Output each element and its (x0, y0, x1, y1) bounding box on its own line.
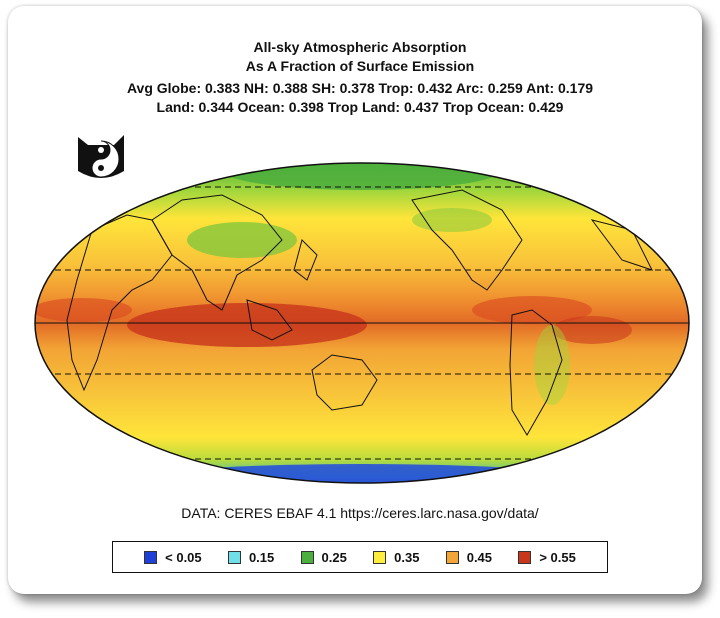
stats-line-1: Avg Globe: 0.383 NH: 0.388 SH: 0.378 Tro… (126, 80, 594, 96)
legend-label: < 0.05 (165, 549, 202, 565)
legend-swatch (518, 550, 532, 564)
legend-label: 0.35 (394, 549, 420, 565)
stats-line-2: Land: 0.344 Ocean: 0.398 Trop Land: 0.43… (156, 99, 564, 115)
legend-item: < 0.05 (144, 550, 202, 565)
legend-item: 0.35 (373, 550, 419, 565)
legend-swatch (144, 550, 158, 564)
legend-swatch (445, 550, 459, 564)
legend-label: > 0.55 (539, 549, 576, 565)
legend-label: 0.25 (321, 549, 347, 565)
legend-item: 0.25 (300, 549, 347, 565)
chart-subtitle: As A Fraction of Surface Emission (245, 58, 475, 74)
legend-item: > 0.55 (518, 550, 576, 565)
chart-title: All-sky Atmospheric Absorption (253, 39, 467, 55)
legend-item: 0.15 (227, 549, 275, 565)
legend-label: 0.45 (466, 549, 493, 565)
legend-label: 0.15 (248, 549, 275, 565)
data-source: DATA: CERES EBAF 4.1 https://ceres.larc.… (181, 505, 539, 521)
color-legend: < 0.05 0.15 0.25 0.35 0.45 > 0.55 (112, 541, 608, 573)
absorption-map (34, 162, 690, 484)
legend-swatch (300, 550, 314, 564)
legend-item: 0.45 (445, 549, 493, 565)
yin-yang-cat-logo (78, 135, 124, 178)
legend-swatch (373, 550, 387, 564)
legend-swatch (227, 550, 241, 564)
